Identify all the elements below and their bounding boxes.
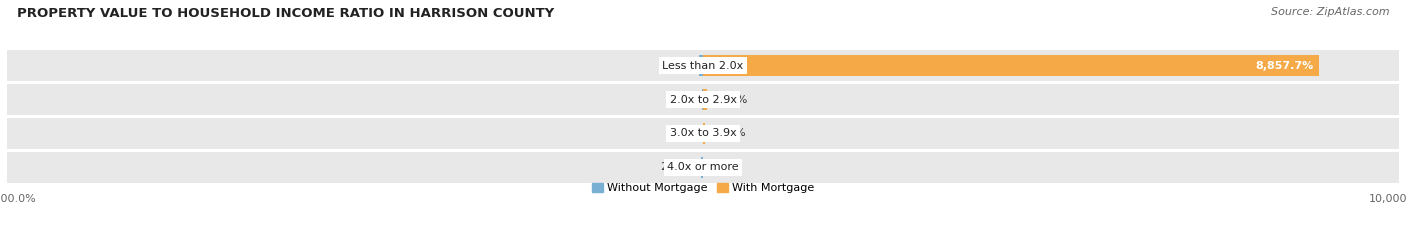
- Bar: [7, 118, 1399, 149]
- Text: 5.1%: 5.1%: [709, 162, 737, 172]
- Text: 8,857.7%: 8,857.7%: [1256, 61, 1313, 71]
- Text: 52.7%: 52.7%: [658, 61, 693, 71]
- Bar: [7, 50, 1399, 81]
- Bar: [702, 157, 703, 178]
- Text: 54.1%: 54.1%: [713, 95, 748, 105]
- Bar: [7, 84, 1399, 115]
- Bar: [7, 152, 1399, 183]
- Text: 4.0x or more: 4.0x or more: [668, 162, 738, 172]
- Bar: [703, 123, 704, 144]
- Bar: [699, 55, 703, 76]
- Text: Source: ZipAtlas.com: Source: ZipAtlas.com: [1271, 7, 1389, 17]
- Text: 28.8%: 28.8%: [659, 162, 696, 172]
- Text: 8.8%: 8.8%: [668, 95, 697, 105]
- Bar: [703, 89, 707, 110]
- Text: Less than 2.0x: Less than 2.0x: [662, 61, 744, 71]
- Text: 3.0x to 3.9x: 3.0x to 3.9x: [669, 128, 737, 138]
- Text: 6.9%: 6.9%: [669, 128, 697, 138]
- Text: 27.9%: 27.9%: [710, 128, 747, 138]
- Legend: Without Mortgage, With Mortgage: Without Mortgage, With Mortgage: [588, 178, 818, 197]
- Bar: [703, 55, 1319, 76]
- Text: PROPERTY VALUE TO HOUSEHOLD INCOME RATIO IN HARRISON COUNTY: PROPERTY VALUE TO HOUSEHOLD INCOME RATIO…: [17, 7, 554, 20]
- Text: 2.0x to 2.9x: 2.0x to 2.9x: [669, 95, 737, 105]
